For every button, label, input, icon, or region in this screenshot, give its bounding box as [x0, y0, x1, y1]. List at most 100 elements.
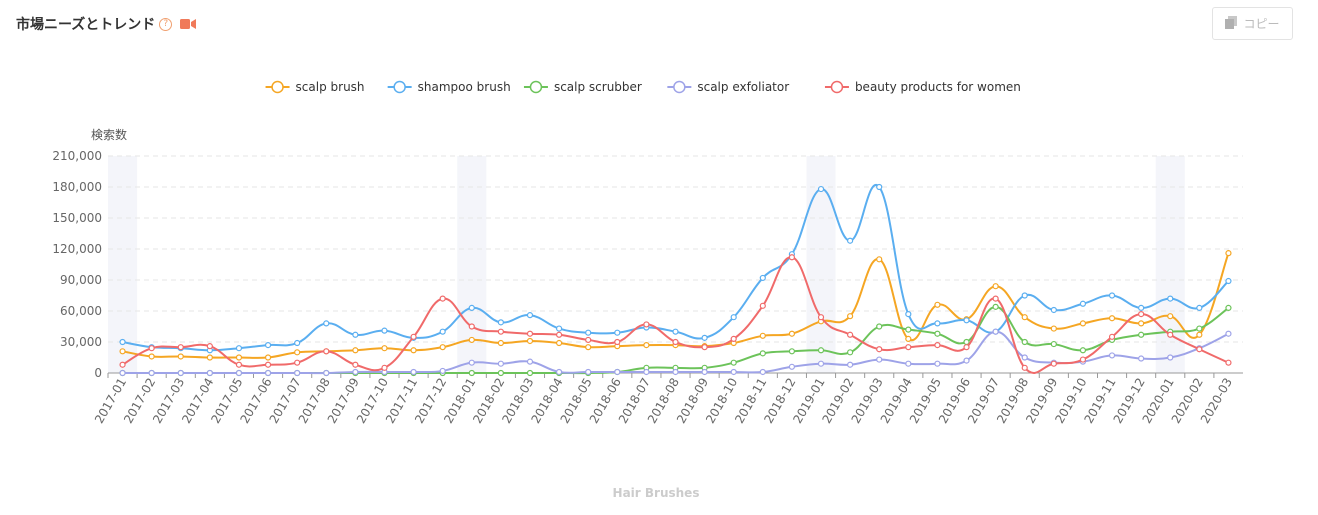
data-point[interactable] — [992, 283, 999, 290]
data-point[interactable] — [643, 342, 650, 349]
data-point[interactable] — [1196, 346, 1203, 353]
data-point[interactable] — [876, 183, 883, 191]
data-point[interactable] — [468, 323, 475, 330]
data-point[interactable] — [468, 336, 475, 344]
data-point[interactable] — [701, 368, 708, 376]
data-point[interactable] — [614, 329, 621, 336]
data-point[interactable] — [614, 368, 621, 376]
data-point[interactable] — [788, 363, 796, 370]
data-point[interactable] — [439, 367, 446, 375]
data-point[interactable] — [497, 319, 504, 326]
legend-marker-3[interactable] — [673, 80, 686, 94]
data-point[interactable] — [1108, 315, 1116, 322]
data-point[interactable] — [294, 339, 301, 347]
data-point[interactable] — [759, 332, 766, 339]
data-point[interactable] — [585, 329, 592, 336]
data-point[interactable] — [381, 345, 388, 352]
data-point[interactable] — [905, 326, 912, 333]
data-point[interactable] — [1138, 304, 1145, 311]
data-point[interactable] — [264, 369, 272, 377]
data-point[interactable] — [206, 343, 213, 350]
data-point[interactable] — [817, 347, 825, 354]
data-point[interactable] — [497, 369, 504, 377]
copy-button[interactable]: コピー — [1212, 7, 1293, 40]
data-point[interactable] — [905, 311, 912, 318]
data-point[interactable] — [381, 327, 388, 334]
data-point[interactable] — [1021, 338, 1028, 346]
data-point[interactable] — [847, 313, 854, 320]
data-point[interactable] — [264, 354, 272, 361]
data-point[interactable] — [177, 353, 184, 360]
data-point[interactable] — [148, 369, 155, 377]
data-point[interactable] — [119, 369, 126, 377]
legend-label[interactable]: scalp exfoliator — [697, 80, 789, 94]
data-point[interactable] — [1167, 331, 1174, 338]
data-point[interactable] — [526, 337, 534, 345]
data-point[interactable] — [1021, 292, 1028, 299]
data-point[interactable] — [701, 334, 708, 341]
data-point[interactable] — [847, 349, 854, 356]
data-point[interactable] — [1167, 354, 1174, 361]
legend-label[interactable]: beauty products for women — [855, 80, 1021, 94]
data-point[interactable] — [992, 328, 999, 335]
data-point[interactable] — [148, 345, 155, 352]
data-point[interactable] — [1050, 325, 1057, 332]
data-point[interactable] — [905, 335, 912, 342]
data-point[interactable] — [1196, 325, 1203, 332]
data-point[interactable] — [119, 348, 126, 355]
data-point[interactable] — [294, 349, 301, 356]
data-point[interactable] — [1108, 352, 1116, 359]
legend-label[interactable]: shampoo brush — [418, 80, 511, 94]
data-point[interactable] — [1225, 330, 1232, 337]
data-point[interactable] — [963, 344, 970, 351]
data-point[interactable] — [1108, 333, 1116, 340]
data-point[interactable] — [759, 350, 766, 357]
data-point[interactable] — [672, 368, 679, 376]
data-point[interactable] — [1079, 347, 1087, 354]
data-point[interactable] — [730, 359, 737, 366]
data-point[interactable] — [1079, 320, 1087, 327]
data-point[interactable] — [323, 348, 330, 355]
data-point[interactable] — [1167, 313, 1174, 320]
data-point[interactable] — [876, 256, 883, 263]
data-point[interactable] — [119, 338, 126, 346]
data-point[interactable] — [730, 314, 737, 321]
data-point[interactable] — [934, 301, 941, 308]
data-point[interactable] — [759, 274, 766, 282]
data-point[interactable] — [788, 254, 796, 261]
legend-marker-1[interactable] — [393, 80, 406, 94]
data-point[interactable] — [934, 320, 941, 327]
data-point[interactable] — [1021, 364, 1028, 371]
data-point[interactable] — [410, 368, 417, 376]
data-point[interactable] — [468, 359, 475, 366]
data-point[interactable] — [701, 344, 708, 351]
data-point[interactable] — [1079, 300, 1087, 307]
data-point[interactable] — [876, 356, 883, 363]
data-point[interactable] — [614, 338, 621, 346]
data-point[interactable] — [876, 346, 883, 353]
data-point[interactable] — [148, 353, 155, 360]
data-point[interactable] — [235, 354, 243, 361]
data-point[interactable] — [817, 314, 825, 321]
data-point[interactable] — [1196, 304, 1203, 311]
data-point[interactable] — [235, 345, 243, 352]
data-point[interactable] — [788, 330, 796, 337]
data-point[interactable] — [526, 358, 534, 365]
data-point[interactable] — [876, 323, 883, 330]
data-point[interactable] — [934, 342, 941, 349]
data-point[interactable] — [788, 348, 796, 355]
data-point[interactable] — [759, 302, 766, 309]
data-point[interactable] — [672, 338, 679, 346]
data-point[interactable] — [206, 369, 213, 377]
data-point[interactable] — [352, 347, 359, 354]
data-point[interactable] — [468, 369, 475, 377]
data-point[interactable] — [905, 344, 912, 351]
data-point[interactable] — [1021, 314, 1028, 321]
data-point[interactable] — [526, 369, 534, 377]
data-point[interactable] — [847, 361, 854, 368]
data-point[interactable] — [643, 368, 650, 376]
data-point[interactable] — [439, 328, 446, 335]
data-point[interactable] — [352, 331, 359, 338]
legend-marker-2[interactable] — [529, 80, 543, 94]
data-point[interactable] — [555, 325, 563, 332]
